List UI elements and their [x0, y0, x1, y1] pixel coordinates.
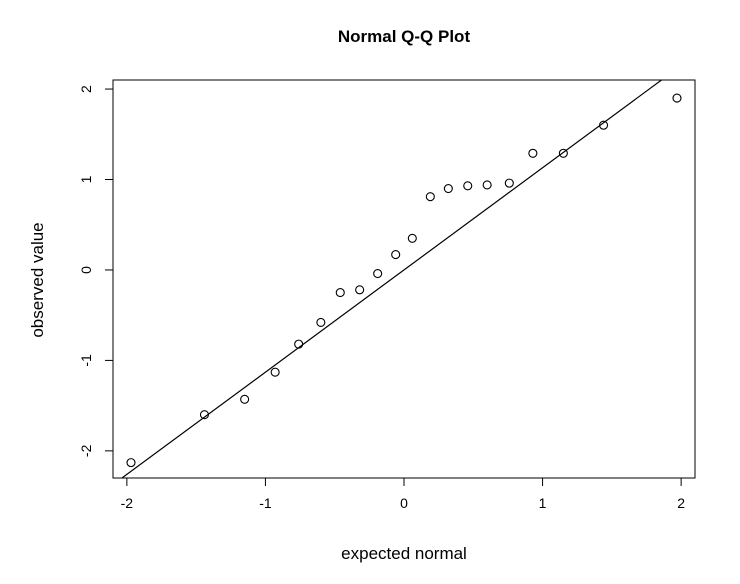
reference-line-group [120, 80, 663, 478]
data-point [463, 181, 473, 191]
data-point [672, 93, 682, 103]
data-point [199, 410, 210, 420]
data-point [316, 317, 326, 327]
x-tick-label: -1 [259, 495, 272, 511]
data-point [443, 183, 453, 194]
y-tick-label: 2 [78, 85, 94, 93]
data-points [126, 93, 682, 468]
data-point [598, 120, 609, 130]
data-point [355, 285, 365, 295]
y-tick-label: 1 [78, 175, 94, 183]
data-point [126, 458, 136, 468]
data-point [425, 192, 435, 202]
data-point [558, 148, 568, 158]
y-tick-label: 0 [78, 266, 94, 274]
y-axis: -2 -1 0 1 2 [78, 85, 113, 457]
x-axis: -2 -1 0 1 2 [121, 478, 685, 511]
data-point [294, 339, 304, 349]
data-point [504, 178, 514, 188]
x-tick-label: 0 [400, 495, 408, 511]
data-point [373, 269, 383, 279]
y-tick-label: -1 [78, 354, 94, 367]
x-axis-label: expected normal [341, 544, 467, 563]
data-point [528, 148, 538, 158]
data-point [240, 394, 250, 404]
data-point [335, 288, 345, 298]
y-tick-label: -2 [78, 444, 94, 457]
x-tick-label: 2 [677, 495, 685, 511]
data-point [270, 367, 280, 377]
data-point [482, 180, 492, 190]
reference-line [120, 80, 663, 478]
data-point [407, 233, 417, 243]
chart-title: Normal Q-Q Plot [338, 27, 471, 46]
plot-area [112, 79, 696, 479]
data-point [391, 250, 401, 260]
x-tick-label: 1 [539, 495, 547, 511]
x-tick-label: -2 [121, 495, 134, 511]
plot-frame [112, 79, 696, 479]
y-axis-label: observed value [28, 222, 47, 337]
